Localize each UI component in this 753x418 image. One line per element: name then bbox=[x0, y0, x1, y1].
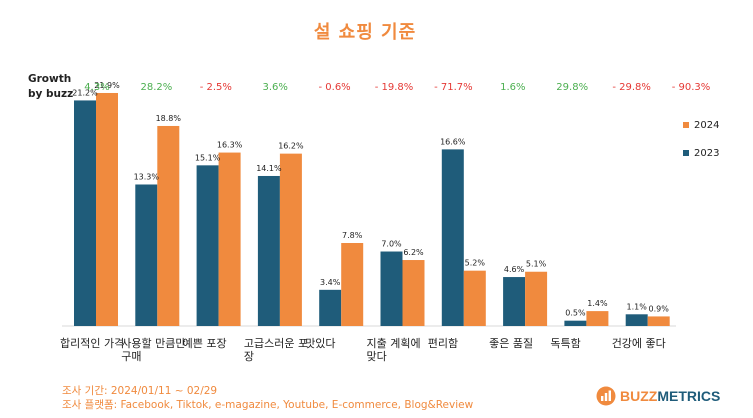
legend-label-2023: 2023 bbox=[694, 148, 719, 159]
bar-2023 bbox=[380, 251, 403, 326]
category-label: 지출 계획에 bbox=[367, 337, 421, 350]
category-label: 예쁜 포장 bbox=[183, 337, 227, 350]
growth-value: 3.6% bbox=[262, 82, 287, 93]
bar-2023 bbox=[257, 175, 280, 326]
data-label-2024: 6.2% bbox=[403, 248, 424, 257]
growth-value: 28.2% bbox=[141, 82, 173, 93]
survey-period: 조사 기간: 2024/01/11 ~ 02/29 bbox=[62, 385, 218, 397]
brand-logo: BUZZMETRICS bbox=[596, 386, 720, 406]
bar-2023 bbox=[441, 149, 464, 326]
legend-swatch-2023 bbox=[683, 150, 689, 156]
category-label: 맞다 bbox=[367, 350, 387, 363]
bar-2024 bbox=[525, 271, 548, 326]
bar-2024 bbox=[279, 153, 302, 326]
data-label-2024: 5.1% bbox=[526, 260, 547, 269]
data-label-2024: 5.2% bbox=[465, 259, 486, 268]
growth-value: - 19.8% bbox=[375, 82, 414, 93]
brand-name: BUZZMETRICS bbox=[620, 388, 720, 404]
data-label-2024: 1.4% bbox=[587, 299, 608, 308]
brand-name-part2: METRICS bbox=[657, 388, 721, 404]
data-label-2024: 21.9% bbox=[94, 81, 120, 90]
growth-value: 1.6% bbox=[500, 82, 525, 93]
bar-chart-logo-icon bbox=[596, 386, 616, 406]
growth-value: - 29.8% bbox=[612, 82, 651, 93]
data-label-2023: 15.1% bbox=[195, 153, 221, 162]
bar-2023 bbox=[319, 289, 342, 326]
category-label: 맛있다 bbox=[305, 337, 335, 350]
legend-swatch-2024 bbox=[683, 122, 689, 128]
bar-2023 bbox=[135, 184, 158, 326]
category-label: 편리함 bbox=[428, 337, 458, 350]
data-label-2023: 14.1% bbox=[256, 164, 282, 173]
category-label: 장 bbox=[244, 350, 254, 363]
growth-row-label: Growth by buzz bbox=[28, 73, 74, 100]
category-label: 건강에 좋다 bbox=[612, 337, 666, 350]
growth-value: 4.3% bbox=[84, 82, 109, 93]
bar-2023 bbox=[564, 320, 587, 326]
data-label-2023: 4.6% bbox=[504, 265, 525, 274]
growth-value: - 90.3% bbox=[672, 82, 711, 93]
growth-value: - 0.6% bbox=[318, 82, 350, 93]
bar-2024 bbox=[157, 125, 180, 326]
chart-title: 설 쇼핑 기준 bbox=[313, 22, 417, 43]
data-label-2024: 7.8% bbox=[342, 231, 363, 240]
data-label-2023: 0.5% bbox=[565, 309, 586, 318]
data-label-2023: 7.0% bbox=[381, 240, 402, 249]
data-label-2024: 16.3% bbox=[217, 141, 243, 150]
brand-name-part1: BUZZ bbox=[620, 388, 658, 404]
category-label: 구매 bbox=[121, 350, 141, 363]
data-label-2023: 16.6% bbox=[440, 137, 466, 146]
bar-2024 bbox=[402, 260, 425, 326]
data-label-2024: 0.9% bbox=[649, 304, 670, 313]
data-label-2024: 18.8% bbox=[156, 114, 182, 123]
survey-platforms: 조사 플랫폼: Facebook, Tiktok, e-magazine, Yo… bbox=[62, 399, 474, 411]
bar-2024 bbox=[96, 92, 118, 326]
data-label-2023: 1.1% bbox=[627, 302, 648, 311]
growth-value: - 71.7% bbox=[434, 82, 473, 93]
category-label: 고급스러운 포 bbox=[244, 337, 308, 350]
bar-2023 bbox=[503, 277, 526, 326]
footnotes: 조사 기간: 2024/01/11 ~ 02/29 조사 플랫폼: Facebo… bbox=[62, 384, 473, 412]
bar-2023 bbox=[196, 165, 219, 326]
data-label-2023: 13.3% bbox=[134, 172, 160, 181]
bar-2023 bbox=[74, 100, 96, 326]
bar-2024 bbox=[218, 152, 241, 326]
bar-2024 bbox=[586, 311, 609, 326]
category-label: 합리적인 가격 bbox=[60, 337, 124, 350]
bar-2024 bbox=[341, 243, 364, 326]
data-label-2023: 21.2% bbox=[72, 88, 98, 97]
data-label-2024: 16.2% bbox=[278, 142, 304, 151]
bar-2024 bbox=[463, 270, 486, 326]
category-label: 사용할 만큼만 bbox=[121, 337, 185, 350]
growth-value: - 2.5% bbox=[200, 82, 232, 93]
category-label: 독특함 bbox=[550, 337, 580, 350]
bar-2023 bbox=[625, 314, 648, 326]
data-label-2023: 3.4% bbox=[320, 278, 341, 287]
growth-value: 29.8% bbox=[556, 82, 588, 93]
bar-2024 bbox=[647, 316, 670, 326]
legend-label-2024: 2024 bbox=[694, 120, 719, 131]
category-label: 좋은 품질 bbox=[489, 337, 533, 350]
